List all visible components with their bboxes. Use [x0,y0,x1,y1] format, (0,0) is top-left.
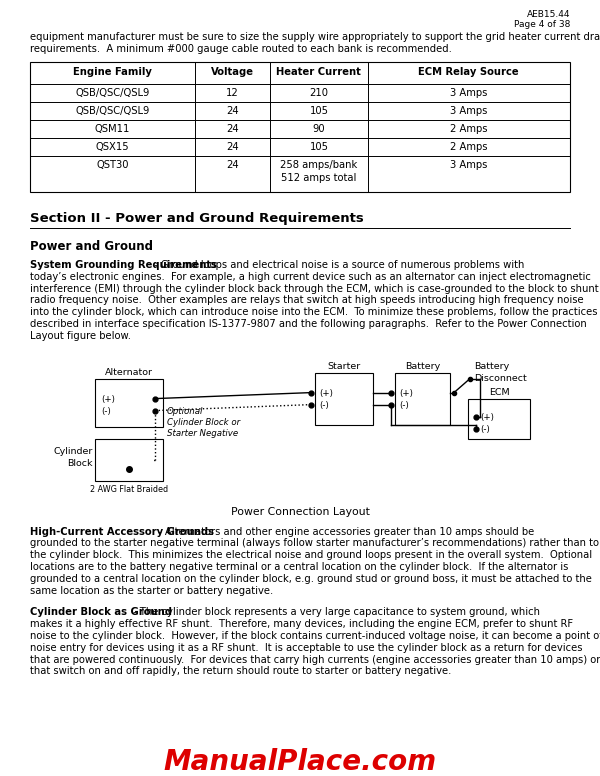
Text: (+): (+) [319,389,333,397]
Text: System Grounding Requirements: System Grounding Requirements [30,260,217,270]
Text: 12: 12 [226,88,239,98]
Text: (+): (+) [101,395,115,404]
Text: interference (EMI) through the cylinder block back through the ECM, which is cas: interference (EMI) through the cylinder … [30,283,599,293]
Bar [468,399,530,438]
Text: Engine Family: Engine Family [73,67,152,77]
Text: grounded to the starter negative terminal (always follow starter manufacturer’s : grounded to the starter negative termina… [30,539,599,549]
Text: Battery: Battery [474,362,509,371]
Text: Cylinder: Cylinder [53,447,93,456]
Text: Cylinder Block as Ground: Cylinder Block as Ground [30,608,172,618]
Text: Page 4 of 38: Page 4 of 38 [514,20,570,29]
Text: 105: 105 [310,142,328,152]
Text: 24: 24 [226,142,239,152]
Text: (-): (-) [101,407,111,416]
Text: Starter: Starter [328,362,361,371]
Text: grounded to a central location on the cylinder block, e.g. ground stud or ground: grounded to a central location on the cy… [30,573,592,584]
Text: 2 Amps: 2 Amps [450,142,487,152]
Text: ManualPlace.com: ManualPlace.com [163,748,437,776]
Text: Alternator: Alternator [105,368,153,376]
Text: Block: Block [67,459,93,468]
Text: 24: 24 [226,106,239,116]
Text: - The cylinder block represents a very large capacitance to system ground, which: - The cylinder block represents a very l… [130,608,541,618]
Text: 3 Amps: 3 Amps [450,88,487,98]
Text: (-): (-) [480,424,490,434]
Text: QSX15: QSX15 [95,142,129,152]
Bar [395,372,450,424]
Text: Heater Current: Heater Current [277,67,361,77]
Text: 105: 105 [310,106,328,116]
Text: Cylinder Block or: Cylinder Block or [167,417,240,427]
Bar [95,438,163,480]
Text: Power and Ground: Power and Ground [30,240,153,253]
Text: radio frequency noise.  Other examples are relays that switch at high speeds int: radio frequency noise. Other examples ar… [30,296,584,306]
Text: Disconnect: Disconnect [474,373,527,383]
Text: 512 amps total: 512 amps total [281,173,356,183]
Text: AEB15.44: AEB15.44 [527,10,570,19]
Text: ECM Relay Source: ECM Relay Source [418,67,519,77]
Text: 3 Amps: 3 Amps [450,160,487,170]
Bar [30,62,570,192]
Text: Optional: Optional [167,407,203,416]
Text: (+): (+) [480,413,494,421]
Text: requirements.  A minimum #000 gauge cable routed to each bank is recommended.: requirements. A minimum #000 gauge cable… [30,43,452,54]
Text: equipment manufacturer must be sure to size the supply wire appropriately to sup: equipment manufacturer must be sure to s… [30,32,600,42]
Text: QSB/QSC/QSL9: QSB/QSC/QSL9 [75,106,149,116]
Text: 24: 24 [226,160,239,170]
Text: High-Current Accessory Grounds: High-Current Accessory Grounds [30,527,214,536]
Text: that switch on and off rapidly, the return should route to starter or battery ne: that switch on and off rapidly, the retu… [30,667,451,677]
Text: (+): (+) [399,389,413,397]
Text: into the cylinder block, which can introduce noise into the ECM.  To minimize th: into the cylinder block, which can intro… [30,307,598,317]
Text: Layout figure below.: Layout figure below. [30,331,131,341]
Text: Battery: Battery [405,362,440,371]
Text: noise to the cylinder block.  However, if the block contains current-induced vol: noise to the cylinder block. However, if… [30,631,600,641]
Text: Voltage: Voltage [211,67,254,77]
Text: today’s electronic engines.  For example, a high current device such as an alter: today’s electronic engines. For example,… [30,272,591,282]
Text: QST30: QST30 [96,160,128,170]
Text: Power Connection Layout: Power Connection Layout [230,507,370,517]
Text: - Alternators and other engine accessories greater than 10 amps should be: - Alternators and other engine accessori… [155,527,535,536]
Text: noise entry for devices using it as a RF shunt.  It is acceptable to use the cyl: noise entry for devices using it as a RF… [30,643,583,653]
Bar [315,372,373,424]
Text: 258 amps/bank: 258 amps/bank [280,160,358,170]
Text: QSB/QSC/QSL9: QSB/QSC/QSL9 [75,88,149,98]
Bar [95,379,163,427]
Text: same location as the starter or battery negative.: same location as the starter or battery … [30,586,273,596]
Text: locations are to the battery negative terminal or a central location on the cyli: locations are to the battery negative te… [30,562,568,572]
Text: that are powered continuously.  For devices that carry high currents (engine acc: that are powered continuously. For devic… [30,655,600,664]
Text: ECM: ECM [488,387,509,397]
Text: 2 Amps: 2 Amps [450,124,487,134]
Text: makes it a highly effective RF shunt.  Therefore, many devices, including the en: makes it a highly effective RF shunt. Th… [30,619,573,629]
Text: 210: 210 [310,88,328,98]
Text: 90: 90 [313,124,325,134]
Text: (-): (-) [319,400,329,410]
Text: Section II - Power and Ground Requirements: Section II - Power and Ground Requiremen… [30,212,364,225]
Text: (-): (-) [399,400,409,410]
Text: Starter Negative: Starter Negative [167,428,238,438]
Text: QSM11: QSM11 [95,124,130,134]
Text: 2 AWG Flat Braided: 2 AWG Flat Braided [90,484,168,494]
Text: described in interface specification IS-1377-9807 and the following paragraphs. : described in interface specification IS-… [30,319,587,329]
Text: 3 Amps: 3 Amps [450,106,487,116]
Text: - Ground loops and electrical noise is a source of numerous problems with: - Ground loops and electrical noise is a… [151,260,524,270]
Text: the cylinder block.  This minimizes the electrical noise and ground loops presen: the cylinder block. This minimizes the e… [30,550,592,560]
Text: 24: 24 [226,124,239,134]
